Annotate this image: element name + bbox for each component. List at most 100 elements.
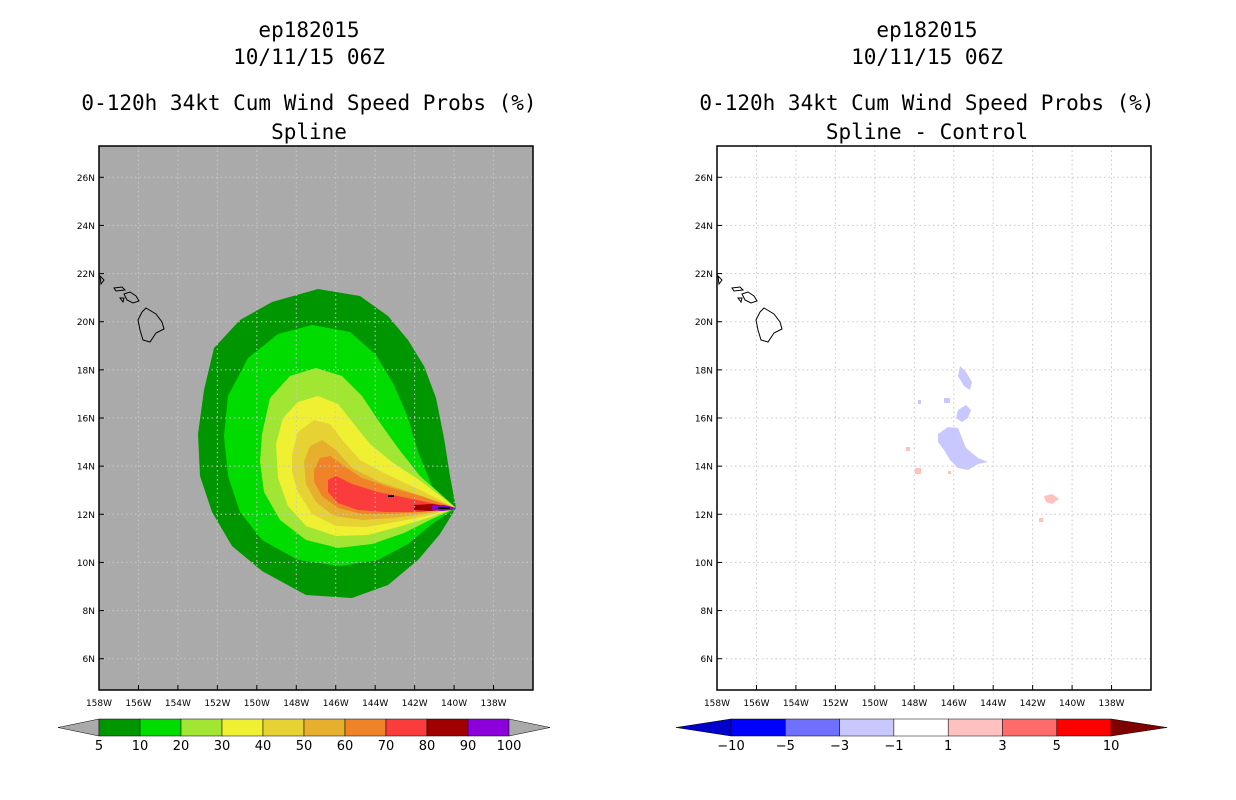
right-ytick-label: 26N: [695, 174, 713, 184]
left-xtick-label: 156W: [125, 699, 151, 709]
island-maui: [123, 291, 140, 304]
island-hawaii-big: [137, 307, 165, 343]
left-colorbar-label: 20: [173, 739, 190, 754]
left-ytick-label: 8N: [83, 607, 95, 617]
left-xtick-label: 140W: [441, 699, 467, 709]
right-ytick-label: 18N: [695, 366, 713, 376]
left-ytick-label: 22N: [77, 270, 95, 280]
positive-diff-speck-4: [948, 471, 951, 474]
right-xtick-label: 158W: [704, 699, 730, 709]
left-colorbar: 5 10 20 30 40 50 60 70 80 90 100: [57, 718, 551, 754]
right-ytick-label: 24N: [695, 222, 713, 232]
left-colorbar-label: 50: [296, 739, 313, 754]
left-colorbar-label: 40: [255, 739, 272, 754]
left-colorbar-min-arrow: [57, 718, 100, 737]
positive-diff-speck-2: [915, 468, 921, 474]
left-colorbar-segment: [262, 718, 305, 737]
right-colorbar-segment: [1056, 718, 1112, 737]
left-colorbar-segment: [98, 718, 141, 737]
right-xtick-label: 152W: [822, 699, 848, 709]
right-colorbar-segment: [1002, 718, 1058, 737]
right-colorbar-max-arrow: [1110, 718, 1168, 737]
left-colorbar-label: 80: [419, 739, 436, 754]
right-colorbar-segment: [839, 718, 895, 737]
right-colorbar-label: −10: [717, 739, 744, 754]
left-ytick-label: 24N: [77, 222, 95, 232]
left-xtick-label: 148W: [283, 699, 309, 709]
right-xtick-label: 156W: [743, 699, 769, 709]
left-colorbar-segment: [303, 718, 346, 737]
island-kahoolawe: [119, 297, 125, 304]
left-xtick-label: 154W: [165, 699, 191, 709]
left-colorbar-label: 100: [497, 739, 522, 754]
island-maui-right: [741, 291, 758, 304]
left-xtick-label: 158W: [86, 699, 112, 709]
left-colorbar-segment: [426, 718, 469, 737]
left-xtick-label: 150W: [244, 699, 270, 709]
left-colorbar-segment: [344, 718, 387, 737]
left-colorbar-segment: [221, 718, 264, 737]
hawaii-coastline: [99, 274, 165, 343]
right-colorbar-label: −1: [884, 739, 903, 754]
right-colorbar-segment: [947, 718, 1003, 737]
left-colorbar-label: 90: [460, 739, 477, 754]
left-colorbar-segment: [139, 718, 182, 737]
right-colorbar-label: 3: [998, 739, 1006, 754]
left-ytick-label: 6N: [83, 655, 95, 665]
left-axes: 158W 156W 154W 152W 150W 148W 146W 144W 142W 140W…: [77, 174, 507, 709]
left-colorbar-label: 10: [132, 739, 149, 754]
left-ytick-label: 20N: [77, 318, 95, 328]
right-colorbar-label: −5: [776, 739, 795, 754]
left-xtick-label: 142W: [402, 699, 428, 709]
right-xtick-label: 148W: [901, 699, 927, 709]
left-ytick-label: 16N: [77, 415, 95, 425]
positive-diff-region-east: [1044, 494, 1059, 504]
left-colorbar-label: 70: [378, 739, 395, 754]
right-colorbar-segment: [893, 718, 949, 737]
left-colorbar-max-arrow: [508, 718, 551, 737]
right-ytick-label: 16N: [695, 415, 713, 425]
negative-diff-speck-2: [918, 400, 921, 404]
right-xtick-label: 142W: [1020, 699, 1046, 709]
right-map-panel: 158W 156W 154W 152W 150W 148W 146W 144W 142W 140W…: [695, 145, 1152, 709]
right-ytick-label: 10N: [695, 559, 713, 569]
left-storm-id: ep182015: [258, 18, 360, 42]
right-storm-id: ep182015: [876, 18, 978, 42]
right-xtick-label: 140W: [1059, 699, 1085, 709]
left-colorbar-segment: [180, 718, 223, 737]
right-axes: 158W 156W 154W 152W 150W 148W 146W 144W 142W 140W…: [695, 174, 1125, 709]
left-xtick-label: 144W: [362, 699, 388, 709]
left-ytick-label: 12N: [77, 511, 95, 521]
left-xtick-label: 146W: [323, 699, 349, 709]
right-colorbar-label: 10: [1103, 739, 1120, 754]
right-xtick-label: 154W: [783, 699, 809, 709]
left-xtick-label: 138W: [481, 699, 507, 709]
contour-100pct: [438, 507, 450, 509]
right-colorbar-label: 5: [1053, 739, 1061, 754]
left-ytick-label: 14N: [77, 463, 95, 473]
contour-70pct: [328, 476, 456, 512]
left-ytick-label: 26N: [77, 174, 95, 184]
storm-track-marker: [388, 495, 394, 497]
left-grid-lines: [99, 146, 533, 690]
right-xtick-label: 138W: [1099, 699, 1125, 709]
right-colorbar: −10 −5 −3 −1 1 3 5 10: [675, 718, 1168, 754]
left-colorbar-label: 60: [337, 739, 354, 754]
right-ytick-label: 6N: [701, 655, 713, 665]
difference-regions: [906, 366, 1059, 522]
right-colorbar-segment: [785, 718, 840, 737]
right-xtick-label: 146W: [941, 699, 967, 709]
right-xtick-label: 150W: [862, 699, 888, 709]
left-ytick-label: 18N: [77, 366, 95, 376]
right-ytick-label: 8N: [701, 607, 713, 617]
right-ytick-label: 14N: [695, 463, 713, 473]
negative-diff-speck-1: [944, 398, 950, 403]
left-colorbar-label: 30: [214, 739, 231, 754]
right-xtick-label: 144W: [980, 699, 1006, 709]
left-colorbar-segment: [385, 718, 428, 737]
island-molokai-right: [731, 286, 745, 292]
left-chart-subtitle: Spline: [271, 120, 347, 144]
left-colorbar-segment: [467, 718, 510, 737]
left-ytick-label: 10N: [77, 559, 95, 569]
